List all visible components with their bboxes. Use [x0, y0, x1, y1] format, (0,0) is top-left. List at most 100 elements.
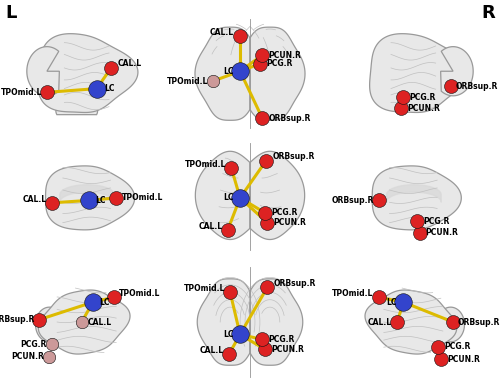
Text: R: R — [481, 4, 495, 22]
Text: LC: LC — [96, 196, 106, 205]
Point — [236, 331, 244, 338]
Text: PCUN.R: PCUN.R — [12, 352, 44, 361]
Text: ORBsup.R: ORBsup.R — [458, 317, 500, 327]
Point — [110, 294, 118, 300]
Polygon shape — [365, 290, 456, 354]
Point — [416, 230, 424, 236]
Text: PCG.R: PCG.R — [271, 208, 297, 217]
Point — [262, 158, 270, 164]
Text: CAL.L: CAL.L — [118, 59, 142, 68]
Text: PCG.R: PCG.R — [268, 335, 295, 344]
Text: PCG.R: PCG.R — [410, 93, 436, 102]
Polygon shape — [370, 34, 470, 113]
Point — [36, 317, 44, 323]
Point — [236, 33, 244, 40]
Text: TPOmid.L: TPOmid.L — [166, 77, 208, 86]
Text: TPOmid.L: TPOmid.L — [185, 160, 226, 169]
Text: ORBsup.R: ORBsup.R — [0, 315, 34, 324]
Polygon shape — [38, 34, 138, 113]
Point — [258, 336, 266, 343]
Polygon shape — [195, 27, 250, 120]
Point — [413, 218, 421, 225]
Text: PCG.R: PCG.R — [20, 340, 47, 349]
Point — [108, 64, 116, 71]
Text: CAL.L: CAL.L — [368, 317, 392, 327]
Polygon shape — [250, 27, 305, 120]
Point — [374, 197, 382, 203]
Point — [92, 85, 100, 92]
Point — [264, 284, 272, 290]
Point — [374, 294, 382, 300]
Polygon shape — [38, 290, 130, 354]
Point — [225, 351, 233, 357]
Point — [258, 52, 266, 58]
Point — [236, 195, 244, 201]
Text: PCG.R: PCG.R — [424, 217, 450, 226]
Point — [393, 319, 401, 325]
Text: ORBsup.R: ORBsup.R — [268, 114, 311, 123]
Point — [449, 319, 457, 325]
Point — [228, 165, 235, 171]
Point — [48, 341, 56, 348]
Point — [264, 220, 272, 226]
Text: CAL.L: CAL.L — [210, 28, 234, 37]
Point — [256, 61, 264, 67]
Text: ORBsup.R: ORBsup.R — [274, 279, 316, 288]
Point — [85, 197, 93, 203]
Point — [209, 78, 217, 84]
Text: CAL.L: CAL.L — [23, 195, 47, 204]
Text: ORBsup.R: ORBsup.R — [331, 196, 374, 205]
Point — [226, 289, 234, 295]
Point — [261, 346, 269, 352]
Text: PCUN.R: PCUN.R — [271, 345, 304, 354]
Text: PCUN.R: PCUN.R — [274, 218, 306, 227]
Text: LC: LC — [104, 84, 115, 93]
Text: LC: LC — [224, 67, 234, 76]
Polygon shape — [250, 151, 304, 239]
Text: TPOmid.L: TPOmid.L — [0, 88, 42, 97]
Polygon shape — [250, 279, 303, 365]
Text: TPOmid.L: TPOmid.L — [332, 289, 374, 298]
Point — [434, 344, 442, 350]
Point — [89, 299, 97, 305]
Point — [78, 319, 86, 325]
Text: TPOmid.L: TPOmid.L — [122, 193, 163, 203]
Polygon shape — [27, 47, 60, 96]
Polygon shape — [197, 279, 250, 365]
Point — [446, 83, 454, 89]
Point — [261, 210, 269, 216]
Point — [258, 115, 266, 121]
Text: PCUN.R: PCUN.R — [447, 355, 480, 364]
Polygon shape — [436, 307, 464, 342]
Point — [236, 68, 244, 74]
Polygon shape — [36, 307, 64, 342]
Point — [43, 89, 51, 95]
Text: L: L — [5, 4, 16, 22]
Polygon shape — [196, 151, 250, 239]
Text: CAL.L: CAL.L — [200, 346, 224, 355]
Polygon shape — [372, 166, 462, 230]
Text: LC: LC — [99, 298, 110, 307]
Text: LC: LC — [224, 193, 234, 203]
Text: ORBsup.R: ORBsup.R — [272, 152, 314, 161]
Polygon shape — [440, 47, 473, 96]
Text: TPOmid.L: TPOmid.L — [184, 284, 225, 293]
Point — [112, 195, 120, 201]
Point — [400, 94, 407, 100]
Text: TPOmid.L: TPOmid.L — [119, 289, 160, 298]
Point — [397, 106, 405, 112]
Point — [48, 200, 56, 206]
Text: PCG.R: PCG.R — [266, 59, 292, 68]
Point — [400, 299, 407, 305]
Text: PCUN.R: PCUN.R — [426, 228, 458, 237]
Polygon shape — [46, 166, 134, 230]
Text: PCUN.R: PCUN.R — [268, 50, 302, 60]
Point — [436, 356, 444, 362]
Text: LC: LC — [386, 298, 397, 307]
Text: PCG.R: PCG.R — [444, 342, 470, 352]
Point — [224, 227, 232, 233]
Text: CAL.L: CAL.L — [88, 317, 112, 327]
Polygon shape — [56, 99, 98, 114]
Text: CAL.L: CAL.L — [198, 222, 222, 231]
Text: PCUN.R: PCUN.R — [407, 104, 440, 113]
